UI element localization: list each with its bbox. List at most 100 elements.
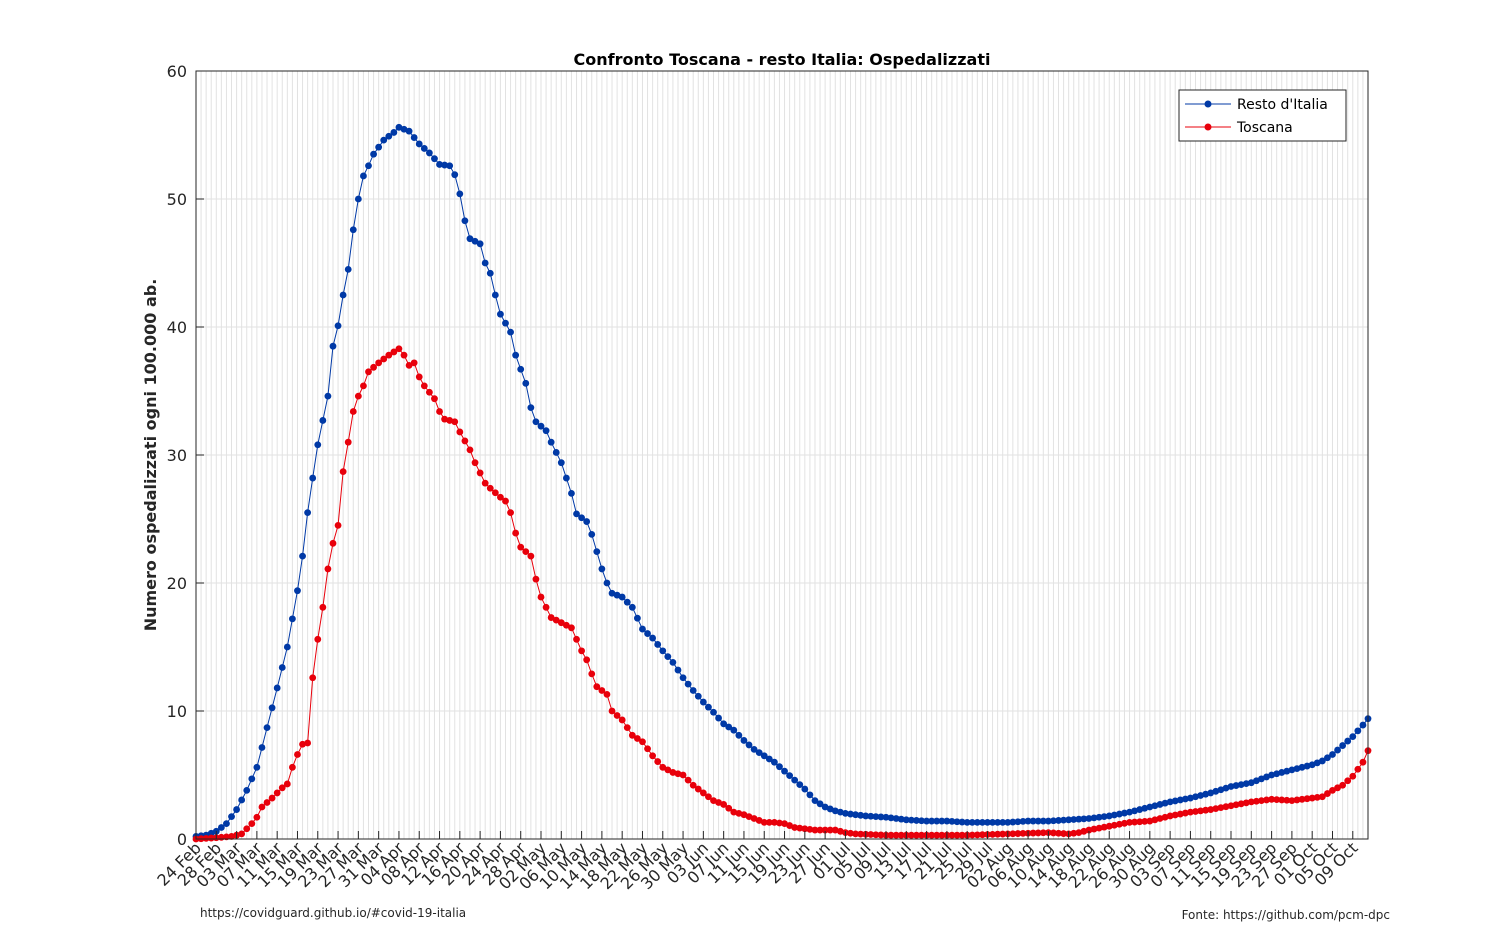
- data-point-toscana: [953, 831, 961, 839]
- data-point-resto-d-italia: [415, 140, 423, 148]
- data-point-resto-d-italia: [1019, 818, 1027, 825]
- data-point-resto-d-italia: [329, 342, 337, 350]
- data-point-resto-d-italia: [877, 813, 885, 821]
- data-point-toscana: [791, 824, 799, 831]
- data-point-resto-d-italia: [491, 291, 499, 299]
- data-point-toscana: [1090, 825, 1098, 833]
- data-point-resto-d-italia: [786, 772, 794, 780]
- data-point-resto-d-italia: [537, 422, 545, 430]
- data-point-toscana: [831, 826, 839, 834]
- data-point-toscana: [1131, 818, 1139, 826]
- data-point-toscana: [517, 543, 525, 551]
- data-point-resto-d-italia: [735, 731, 743, 739]
- data-point-toscana: [1176, 810, 1184, 818]
- data-point-resto-d-italia: [882, 813, 890, 821]
- data-point-resto-d-italia: [299, 552, 306, 560]
- data-point-resto-d-italia: [639, 625, 646, 633]
- data-point-resto-d-italia: [618, 593, 626, 601]
- data-point-resto-d-italia: [268, 704, 276, 712]
- data-point-resto-d-italia: [715, 714, 722, 722]
- data-point-toscana: [1197, 807, 1204, 815]
- data-point-resto-d-italia: [289, 615, 296, 623]
- data-point-toscana: [1060, 830, 1067, 837]
- data-point-resto-d-italia: [644, 630, 651, 637]
- data-point-toscana: [309, 674, 317, 682]
- y-tick-label: 0: [177, 830, 187, 849]
- data-point-toscana: [1039, 829, 1047, 837]
- data-point-toscana: [679, 771, 687, 779]
- data-point-toscana: [1349, 772, 1357, 780]
- data-point-resto-d-italia: [989, 818, 996, 826]
- data-point-toscana: [273, 789, 281, 797]
- data-point-toscana: [725, 804, 733, 812]
- data-point-resto-d-italia: [1242, 780, 1250, 788]
- data-point-toscana: [989, 830, 996, 838]
- data-point-toscana: [1232, 801, 1240, 809]
- y-tick-label: 40: [167, 318, 187, 337]
- data-point-toscana: [613, 712, 621, 719]
- data-point-toscana: [1009, 830, 1017, 838]
- y-tick-label: 30: [167, 446, 187, 465]
- data-point-toscana: [557, 619, 565, 627]
- data-point-toscana: [720, 801, 728, 808]
- data-point-resto-d-italia: [542, 427, 550, 435]
- data-point-toscana: [1252, 797, 1260, 805]
- data-point-resto-d-italia: [1110, 811, 1118, 819]
- data-point-resto-d-italia: [593, 548, 601, 556]
- data-point-resto-d-italia: [461, 217, 469, 225]
- data-point-toscana: [1288, 797, 1296, 804]
- data-point-toscana: [400, 351, 408, 359]
- y-tick-label: 60: [167, 62, 187, 81]
- data-point-resto-d-italia: [354, 195, 362, 203]
- data-point-toscana: [365, 368, 372, 376]
- data-point-toscana: [420, 382, 428, 390]
- data-point-toscana: [639, 738, 646, 746]
- data-point-resto-d-italia: [1171, 797, 1179, 805]
- data-point-toscana: [461, 437, 469, 445]
- data-point-resto-d-italia: [1141, 804, 1149, 812]
- legend: Resto d'Italia Toscana: [1178, 89, 1347, 142]
- data-point-resto-d-italia: [953, 818, 961, 826]
- data-point-toscana: [471, 459, 479, 467]
- data-point-toscana: [349, 408, 357, 415]
- data-point-resto-d-italia: [852, 811, 859, 819]
- data-point-toscana: [1324, 790, 1331, 797]
- data-point-resto-d-italia: [1339, 742, 1347, 749]
- data-point-resto-d-italia: [1095, 813, 1103, 821]
- data-point-toscana: [628, 731, 636, 739]
- data-point-resto-d-italia: [634, 614, 641, 622]
- data-point-toscana: [933, 831, 941, 839]
- footnote-data-source: Fonte: https://github.com/pcm-dpc: [1181, 908, 1390, 922]
- data-point-toscana: [405, 362, 413, 369]
- data-point-toscana: [1318, 793, 1326, 801]
- data-point-toscana: [360, 382, 367, 390]
- data-point-resto-d-italia: [309, 474, 317, 482]
- data-point-resto-d-italia: [847, 810, 854, 818]
- data-point-toscana: [877, 831, 885, 839]
- data-point-toscana: [497, 493, 504, 501]
- data-point-toscana: [1085, 826, 1093, 834]
- data-point-toscana: [304, 739, 312, 747]
- data-point-resto-d-italia: [760, 752, 768, 760]
- data-point-toscana: [857, 830, 865, 838]
- data-point-resto-d-italia: [425, 149, 433, 157]
- data-point-toscana: [623, 724, 631, 732]
- data-point-resto-d-italia: [294, 587, 301, 595]
- data-point-resto-d-italia: [1050, 817, 1057, 825]
- data-point-toscana: [760, 818, 768, 826]
- data-point-resto-d-italia: [583, 518, 591, 525]
- data-point-resto-d-italia: [1100, 813, 1108, 820]
- data-point-resto-d-italia: [228, 813, 235, 820]
- data-point-resto-d-italia: [694, 692, 702, 700]
- data-point-resto-d-italia: [654, 641, 662, 648]
- data-point-resto-d-italia: [1131, 807, 1139, 815]
- data-point-toscana: [1313, 794, 1321, 801]
- data-point-resto-d-italia: [481, 259, 489, 267]
- data-point-toscana: [476, 469, 484, 477]
- data-point-toscana: [1141, 818, 1149, 825]
- data-point-toscana: [578, 647, 585, 655]
- data-point-toscana: [1105, 822, 1113, 830]
- data-point-toscana: [334, 522, 342, 529]
- data-point-resto-d-italia: [705, 703, 712, 711]
